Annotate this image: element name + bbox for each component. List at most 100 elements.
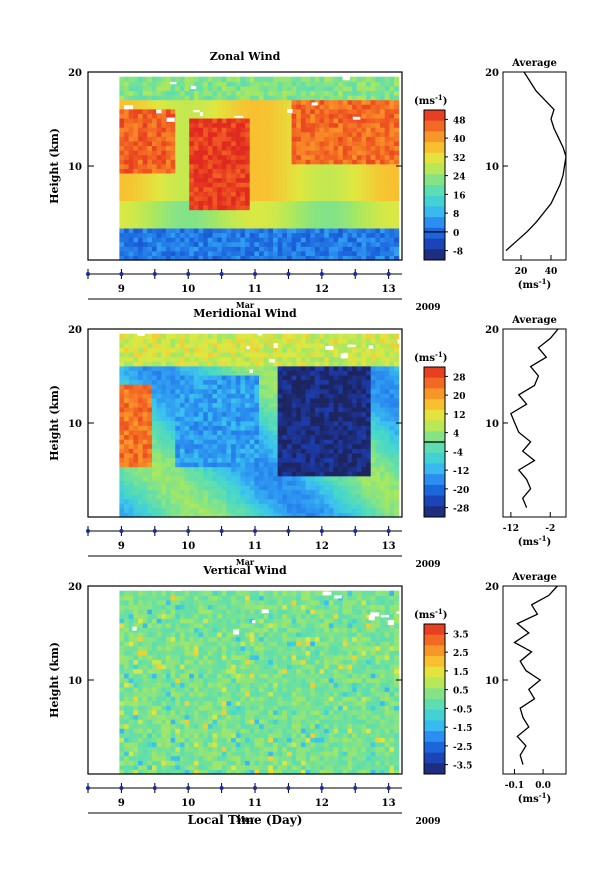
heatmap-cell <box>384 246 390 252</box>
heatmap-cell <box>286 113 293 119</box>
heatmap-cell <box>263 411 269 417</box>
heatmap-cell <box>119 333 125 339</box>
heatmap-cell <box>189 379 195 385</box>
heatmap-cell <box>394 122 400 128</box>
heatmap-cell <box>380 108 386 114</box>
heatmap-cell <box>124 471 130 477</box>
heatmap-cell <box>133 172 139 179</box>
heatmap-cell <box>217 356 223 362</box>
heatmap-cell <box>277 145 283 151</box>
heatmap-cell <box>347 429 353 436</box>
heatmap-cell <box>370 200 376 206</box>
heatmap-cell <box>193 361 200 367</box>
heatmap-cell <box>231 338 237 344</box>
heatmap-cell <box>352 507 358 514</box>
heatmap-cell <box>370 443 376 449</box>
heatmap-cell <box>366 150 372 156</box>
heatmap-cell <box>328 172 335 179</box>
heatmap-cell <box>314 333 321 339</box>
heatmap-cell <box>124 475 130 481</box>
heatmap-cell <box>352 388 358 394</box>
heatmap-cell <box>338 241 344 247</box>
heatmap-cell <box>249 241 255 247</box>
heatmap-cell <box>240 76 246 82</box>
heatmap-cell <box>347 484 353 491</box>
heatmap-cell <box>314 186 321 192</box>
heatmap-cell <box>370 131 376 137</box>
heatmap-cell <box>207 191 214 197</box>
heatmap-cell <box>240 177 246 183</box>
heatmap-cell <box>263 154 269 160</box>
heatmap-cell <box>263 512 269 518</box>
heatmap-cell <box>380 209 386 215</box>
heatmap-cell <box>324 95 330 101</box>
heatmap-cell <box>370 241 376 247</box>
heatmap-cell <box>375 250 381 257</box>
heatmap-cell <box>300 90 307 96</box>
heatmap-cell <box>161 352 167 358</box>
heatmap-cell <box>305 182 311 188</box>
heatmap-cell <box>193 434 200 440</box>
heatmap-cell <box>314 95 321 101</box>
heatmap-cell <box>147 140 153 147</box>
heatmap-cell <box>286 104 293 110</box>
heatmap-cell <box>394 232 400 238</box>
heatmap-cell <box>193 241 200 247</box>
heatmap-cell <box>128 81 134 87</box>
heatmap-cell <box>226 214 232 220</box>
heatmap-cell <box>119 127 125 133</box>
heatmap-cell <box>282 462 288 468</box>
heatmap-cell <box>375 448 381 454</box>
heatmap-cell <box>347 186 353 192</box>
heatmap-cell <box>366 90 372 96</box>
heatmap-cell <box>156 191 162 197</box>
heatmap-cell <box>189 145 195 151</box>
heatmap-cell <box>198 131 204 137</box>
heatmap-cell <box>352 122 358 128</box>
heatmap-cell <box>259 466 265 472</box>
heatmap-cell <box>314 374 321 381</box>
heatmap-cell <box>156 338 162 344</box>
heatmap-cell <box>119 498 125 504</box>
heatmap-cell <box>305 498 311 504</box>
heatmap-cell <box>352 416 358 422</box>
heatmap-cell <box>394 136 400 142</box>
heatmap-cell <box>226 411 232 417</box>
heatmap-cell <box>240 443 246 449</box>
heatmap-cell <box>291 237 297 243</box>
heatmap-cell <box>207 131 214 137</box>
heatmap-cell <box>324 168 330 174</box>
heatmap-cell <box>203 140 209 147</box>
heatmap-cell <box>259 223 265 229</box>
heatmap-cell <box>356 407 363 413</box>
heatmap-cell <box>165 338 172 344</box>
heatmap-cell <box>207 420 214 426</box>
heatmap-cell <box>352 347 358 353</box>
heatmap-cell <box>263 85 269 92</box>
heatmap-cell <box>389 246 395 252</box>
heatmap-cell <box>207 250 214 257</box>
heatmap-cell <box>263 214 269 220</box>
heatmap-cell <box>361 117 367 124</box>
heatmap-cell <box>366 246 372 252</box>
heatmap-cell <box>119 439 125 445</box>
heatmap-cell <box>277 407 283 413</box>
heatmap-cell <box>324 127 330 133</box>
heatmap-cell <box>394 209 400 215</box>
heatmap-cell <box>235 379 242 385</box>
heatmap-cell <box>212 347 218 353</box>
heatmap-cell <box>226 484 232 491</box>
heatmap-cell <box>296 113 302 119</box>
heatmap-cell <box>235 370 242 376</box>
heatmap-cell <box>286 507 293 514</box>
heatmap-cell <box>384 85 390 92</box>
heatmap-cell <box>319 448 325 454</box>
colorbar-unit: (ms-1) <box>414 350 447 364</box>
heatmap-cell <box>375 140 381 147</box>
heatmap-cell <box>235 484 242 491</box>
heatmap-cell <box>165 95 172 101</box>
heatmap-cell <box>175 214 181 220</box>
heatmap-cell <box>356 136 363 142</box>
heatmap-cell <box>282 117 288 124</box>
heatmap-cell <box>296 475 302 481</box>
